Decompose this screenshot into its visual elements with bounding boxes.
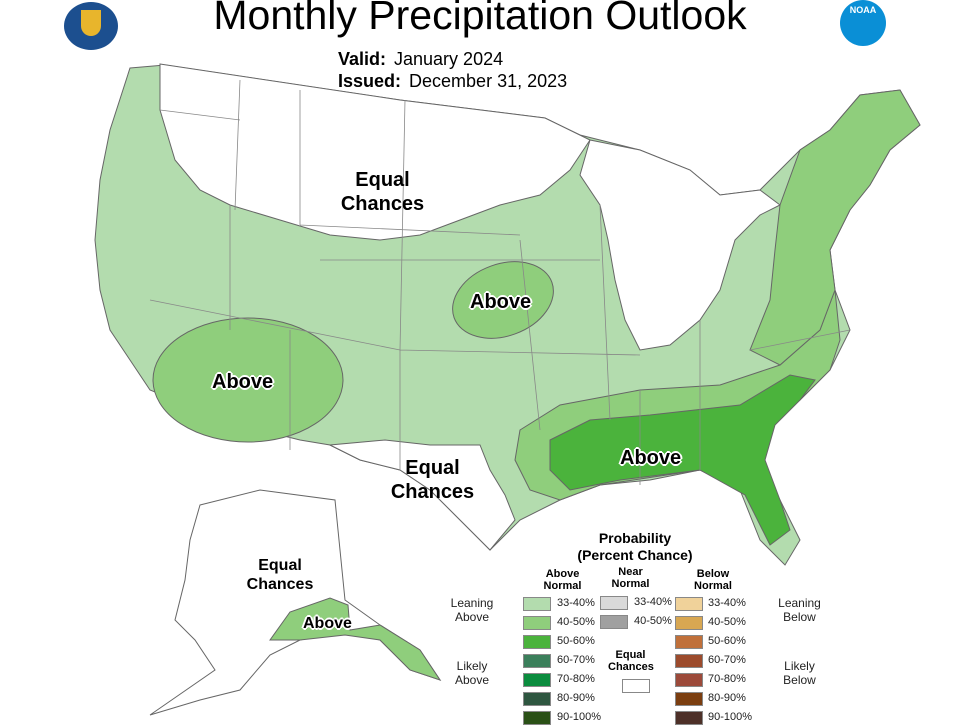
below-range-label: 80-90%: [708, 692, 746, 704]
alaska-equal-chances-label: Equal Chances: [246, 557, 314, 593]
likely-above-label: Likely Above: [454, 659, 490, 687]
below-swatch: [675, 635, 703, 649]
above-normal-header: Above Normal: [543, 568, 582, 592]
issued-value: December 31, 2023: [409, 71, 568, 91]
near-range-label: 40-50%: [634, 615, 672, 627]
below-swatch: [675, 597, 703, 611]
above-range-label: 40-50%: [557, 616, 595, 628]
above-range-label: 50-60%: [557, 635, 595, 647]
below-swatch: [675, 692, 703, 706]
alaska-region: [149, 489, 442, 716]
plains-above-label: Above: [470, 291, 532, 313]
texas-equal-chances-label: Equal Chances: [390, 457, 475, 503]
above-swatch: [523, 673, 551, 687]
above-swatch: [523, 616, 551, 630]
below-swatch: [675, 673, 703, 687]
commerce-seal-logo: [64, 2, 118, 50]
above-range-label: 90-100%: [557, 711, 602, 723]
page-title: Monthly Precipitation Outlook: [213, 0, 747, 38]
below-range-label: 50-60%: [708, 635, 746, 647]
north-equal-chances-label: Equal Chances: [340, 169, 425, 215]
above-swatch: [523, 711, 551, 725]
below-range-label: 33-40%: [708, 597, 746, 609]
below-range-label: 70-80%: [708, 673, 746, 685]
above-range-label: 70-80%: [557, 673, 595, 685]
below-swatch: [675, 711, 703, 725]
near-range-label: 33-40%: [634, 596, 672, 608]
issued-line: Issued: December 31, 2023: [338, 71, 567, 92]
above-swatch: [523, 692, 551, 706]
near-swatch: [600, 615, 628, 629]
north-equal-chances-region: [159, 63, 591, 241]
valid-label: Valid:: [338, 49, 387, 69]
below-normal-header: Below Normal: [694, 568, 732, 592]
below-range-label: 90-100%: [708, 711, 753, 723]
alaska-above-label: Above: [303, 615, 352, 632]
great-lakes-equal-chances-region: [579, 139, 781, 351]
legend-subtitle: (Percent Chance): [577, 547, 693, 563]
state-boundaries: [149, 79, 851, 485]
noaa-logo: NOAA: [840, 0, 886, 46]
above-range-label: 33-40%: [557, 597, 595, 609]
below-swatch: [675, 654, 703, 668]
below-range-label: 60-70%: [708, 654, 746, 666]
below-range-label: 40-50%: [708, 616, 746, 628]
valid-value: January 2024: [394, 49, 504, 69]
below-swatch: [675, 616, 703, 630]
leaning-below-label: Leaning Below: [778, 596, 821, 624]
equal-chances-swatch: [622, 679, 650, 693]
above-range-label: 60-70%: [557, 654, 595, 666]
legend-title: Probability (Percent Chance): [560, 530, 710, 564]
issued-label: Issued:: [338, 71, 402, 91]
northeast-above-region: [749, 89, 921, 366]
near-swatch: [600, 596, 628, 610]
above-swatch: [523, 597, 551, 611]
gulf-likely-above-region: [549, 374, 816, 546]
southeast-above-label: Above: [620, 447, 682, 469]
leaning-above-label: Leaning Above: [450, 596, 494, 624]
likely-below-label: Likely Below: [783, 659, 816, 687]
above-swatch: [523, 654, 551, 668]
southwest-above-label: Above: [212, 371, 274, 393]
southwest-above-region: [152, 317, 344, 443]
near-normal-header: Near Normal: [611, 566, 650, 590]
alaska-above-region: [269, 597, 442, 681]
equal-chances-legend-label: Equal Chances: [608, 649, 654, 673]
above-swatch: [523, 635, 551, 649]
legend-title-text: Probability: [598, 530, 672, 546]
above-range-label: 80-90%: [557, 692, 595, 704]
valid-line: Valid: January 2024: [338, 49, 503, 70]
